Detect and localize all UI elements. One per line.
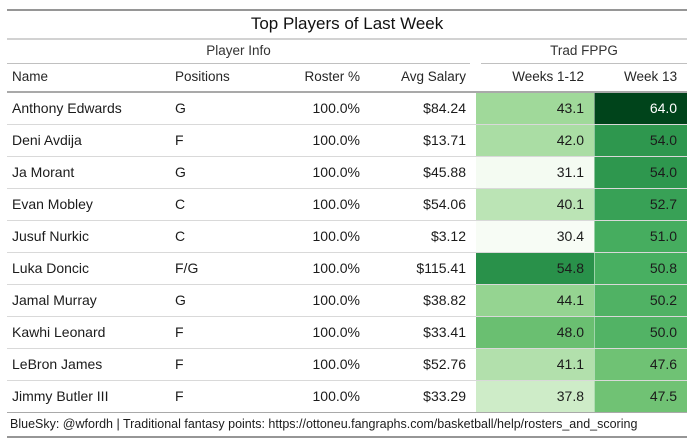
- week-13-cell: 50.8: [594, 252, 688, 285]
- roster-pct-cell: 100.0%: [280, 348, 370, 381]
- table-row: Jamal Murray G 100.0% $38.82 44.1 50.2: [7, 284, 688, 317]
- table-row: Anthony Edwards G 100.0% $84.24 43.1 64.0: [7, 92, 688, 125]
- roster-pct-cell: 100.0%: [280, 252, 370, 285]
- positions-cell: C: [170, 188, 280, 221]
- weeks-1-12-cell: 43.1: [476, 92, 594, 125]
- week-13-cell: 52.7: [594, 188, 688, 221]
- avg-salary-cell: $54.06: [370, 188, 476, 221]
- week-13-cell: 47.5: [594, 380, 688, 413]
- player-name-cell: Evan Mobley: [7, 188, 170, 221]
- column-group-trad-fppg: Trad FPPG: [476, 39, 688, 64]
- table-row: Jusuf Nurkic C 100.0% $3.12 30.4 51.0: [7, 220, 688, 253]
- positions-cell: F/G: [170, 252, 280, 285]
- positions-cell: F: [170, 380, 280, 413]
- table-figure: Top Players of Last Week Player Info Tra…: [7, 9, 688, 438]
- week-13-cell: 50.2: [594, 284, 688, 317]
- week-13-cell: 54.0: [594, 156, 688, 189]
- table-row: LeBron James F 100.0% $52.76 41.1 47.6: [7, 348, 688, 381]
- column-header-weeks-1-12: Weeks 1-12: [476, 64, 594, 93]
- weeks-1-12-cell: 31.1: [476, 156, 594, 189]
- table-row: Evan Mobley C 100.0% $54.06 40.1 52.7: [7, 188, 688, 221]
- week-13-cell: 54.0: [594, 124, 688, 157]
- source-note: BlueSky: @wfordh | Traditional fantasy p…: [7, 412, 688, 438]
- positions-cell: G: [170, 156, 280, 189]
- roster-pct-cell: 100.0%: [280, 124, 370, 157]
- positions-cell: F: [170, 348, 280, 381]
- weeks-1-12-cell: 40.1: [476, 188, 594, 221]
- avg-salary-cell: $33.29: [370, 380, 476, 413]
- roster-pct-cell: 100.0%: [280, 284, 370, 317]
- roster-pct-cell: 100.0%: [280, 380, 370, 413]
- week-13-cell: 50.0: [594, 316, 688, 349]
- player-name-cell: Jusuf Nurkic: [7, 220, 170, 253]
- week-13-cell: 64.0: [594, 92, 688, 125]
- positions-cell: C: [170, 220, 280, 253]
- positions-cell: F: [170, 124, 280, 157]
- positions-cell: G: [175, 100, 186, 116]
- source-note-row: BlueSky: @wfordh | Traditional fantasy p…: [7, 412, 688, 438]
- avg-salary-cell: $13.71: [370, 124, 476, 157]
- column-header-week-13: Week 13: [594, 64, 688, 93]
- weeks-1-12-cell: 37.8: [476, 380, 594, 413]
- column-header-avg-salary: Avg Salary: [370, 64, 476, 93]
- avg-salary-cell: $38.82: [370, 284, 476, 317]
- roster-pct-cell: 100.0%: [280, 220, 370, 253]
- avg-salary-cell: $52.76: [370, 348, 476, 381]
- table-row: Deni Avdija F 100.0% $13.71 42.0 54.0: [7, 124, 688, 157]
- table-row: Kawhi Leonard F 100.0% $33.41 48.0 50.0: [7, 316, 688, 349]
- player-name-cell: Jamal Murray: [7, 284, 170, 317]
- player-name-cell: LeBron James: [7, 348, 170, 381]
- weeks-1-12-cell: 54.8: [476, 252, 594, 285]
- avg-salary-cell: $45.88: [370, 156, 476, 189]
- table-row: Jimmy Butler III F 100.0% $33.29 37.8 47.5: [7, 380, 688, 413]
- positions-cell: G: [170, 284, 280, 317]
- column-group-label: Trad FPPG: [481, 40, 688, 64]
- table-row: Luka Doncic F/G 100.0% $115.41 54.8 50.8: [7, 252, 688, 285]
- table-row: Ja Morant G 100.0% $45.88 31.1 54.0: [7, 156, 688, 189]
- column-header-row: Name Positions Roster % Avg Salary Weeks…: [7, 64, 688, 93]
- column-group-player-info: Player Info: [7, 39, 476, 64]
- column-group-label: Player Info: [7, 40, 470, 64]
- roster-pct-cell: 100.0%: [312, 100, 360, 116]
- player-name-cell: Jimmy Butler III: [7, 380, 170, 413]
- top-players-table: Top Players of Last Week Player Info Tra…: [7, 9, 688, 438]
- week-13-cell: 47.6: [594, 348, 688, 381]
- table-title: Top Players of Last Week: [7, 10, 688, 40]
- weeks-1-12-cell: 44.1: [476, 284, 594, 317]
- avg-salary-cell: $3.12: [370, 220, 476, 253]
- column-header-positions: Positions: [170, 64, 280, 93]
- player-name-cell: Kawhi Leonard: [7, 316, 170, 349]
- roster-pct-cell: 100.0%: [280, 316, 370, 349]
- weeks-1-12-cell: 30.4: [476, 220, 594, 253]
- weeks-1-12-cell: 42.0: [476, 124, 594, 157]
- column-group-row: Player Info Trad FPPG: [7, 39, 688, 64]
- week-13-cell: 51.0: [594, 220, 688, 253]
- roster-pct-cell: 100.0%: [280, 188, 370, 221]
- avg-salary-cell: $33.41: [370, 316, 476, 349]
- avg-salary-cell: $84.24: [423, 100, 466, 116]
- positions-cell: F: [170, 316, 280, 349]
- player-name-cell: Luka Doncic: [7, 252, 170, 285]
- column-header-roster-pct: Roster %: [280, 64, 370, 93]
- weeks-1-12-cell: 48.0: [476, 316, 594, 349]
- column-header-name: Name: [7, 64, 170, 93]
- avg-salary-cell: $115.41: [370, 252, 476, 285]
- weeks-1-12-cell: 41.1: [476, 348, 594, 381]
- table-body: Anthony Edwards G 100.0% $84.24 43.1 64.0 Deni…: [7, 92, 688, 413]
- player-name-cell: Anthony Edwards: [12, 100, 122, 116]
- player-name-cell: Deni Avdija: [7, 124, 170, 157]
- title-row: Top Players of Last Week: [7, 10, 688, 40]
- roster-pct-cell: 100.0%: [280, 156, 370, 189]
- player-name-cell: Ja Morant: [7, 156, 170, 189]
